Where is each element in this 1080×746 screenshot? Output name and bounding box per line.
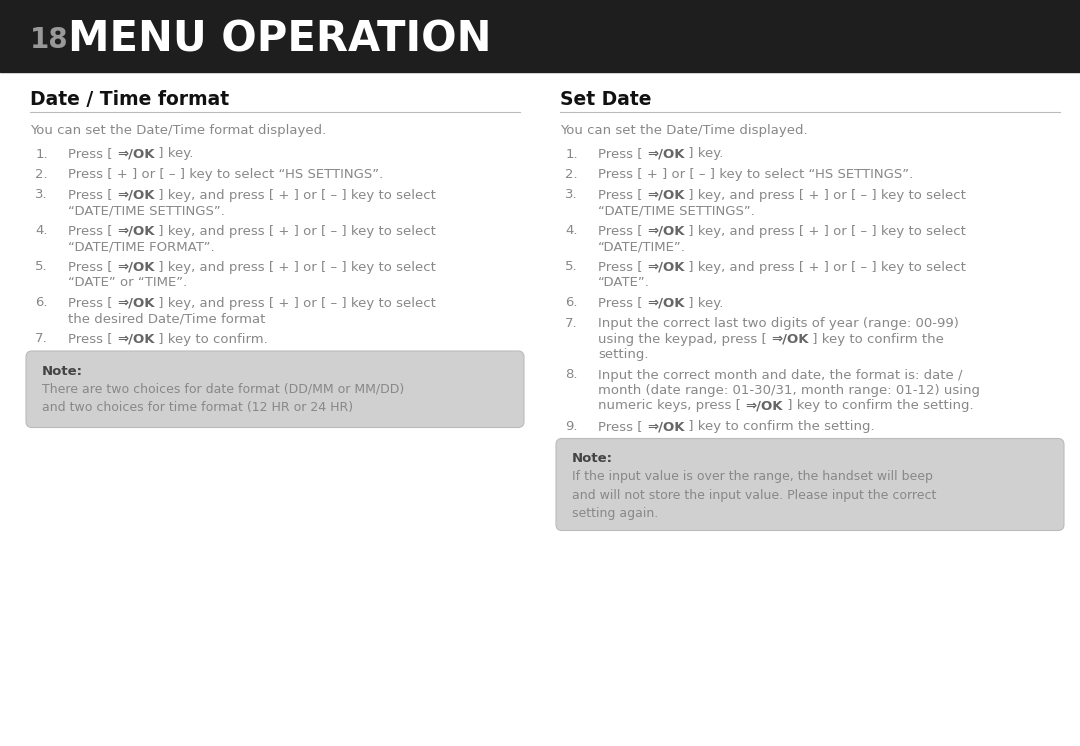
Text: ⇒/OK: ⇒/OK: [745, 400, 783, 413]
Text: ⇒/OK: ⇒/OK: [117, 333, 154, 345]
Text: You can set the Date/Time format displayed.: You can set the Date/Time format display…: [30, 124, 326, 137]
Text: Press [: Press [: [598, 148, 647, 160]
Text: “DATE” or “TIME”.: “DATE” or “TIME”.: [68, 276, 187, 289]
Text: Press [: Press [: [598, 260, 647, 274]
Text: 6.: 6.: [36, 296, 48, 310]
Text: ⇒/OK: ⇒/OK: [647, 260, 685, 274]
Text: 1.: 1.: [565, 148, 578, 160]
Text: month (date range: 01-30/31, month range: 01-12) using: month (date range: 01-30/31, month range…: [598, 384, 980, 397]
Text: Press [: Press [: [598, 420, 647, 433]
Text: Press [: Press [: [68, 225, 117, 237]
Text: 18: 18: [30, 25, 69, 54]
Text: 2.: 2.: [565, 168, 578, 181]
Text: Press [ + ] or [ – ] key to select “HS SETTINGS”.: Press [ + ] or [ – ] key to select “HS S…: [68, 168, 383, 181]
FancyBboxPatch shape: [26, 351, 524, 427]
Text: ] key, and press [ + ] or [ – ] key to select: ] key, and press [ + ] or [ – ] key to s…: [154, 189, 436, 201]
Text: 7.: 7.: [36, 333, 48, 345]
Text: ] key.: ] key.: [685, 296, 724, 310]
Text: Date / Time format: Date / Time format: [30, 90, 229, 109]
Text: MENU OPERATION: MENU OPERATION: [68, 19, 491, 60]
Text: Input the correct last two digits of year (range: 00-99): Input the correct last two digits of yea…: [598, 317, 959, 330]
Text: 3.: 3.: [36, 189, 48, 201]
Text: 1.: 1.: [36, 148, 48, 160]
Text: “DATE/TIME”.: “DATE/TIME”.: [598, 240, 686, 253]
Text: ] key to confirm the setting.: ] key to confirm the setting.: [783, 400, 973, 413]
Text: ⇒/OK: ⇒/OK: [647, 296, 685, 310]
Text: “DATE/TIME SETTINGS”.: “DATE/TIME SETTINGS”.: [598, 204, 755, 217]
Text: ] key.: ] key.: [154, 148, 193, 160]
Text: Press [: Press [: [598, 296, 647, 310]
Text: “DATE/TIME FORMAT”.: “DATE/TIME FORMAT”.: [68, 240, 215, 253]
Text: Press [: Press [: [598, 189, 647, 201]
Text: 5.: 5.: [36, 260, 48, 274]
Text: ⇒/OK: ⇒/OK: [647, 225, 685, 237]
Text: ⇒/OK: ⇒/OK: [117, 296, 154, 310]
Bar: [0, 0, 1080, 72]
Text: 8.: 8.: [566, 369, 578, 381]
Text: using the keypad, press [: using the keypad, press [: [598, 333, 771, 345]
Text: 2.: 2.: [36, 168, 48, 181]
Text: ] key, and press [ + ] or [ – ] key to select: ] key, and press [ + ] or [ – ] key to s…: [154, 296, 436, 310]
Text: ⇒/OK: ⇒/OK: [117, 225, 154, 237]
Text: “DATE”.: “DATE”.: [598, 276, 650, 289]
Text: Press [: Press [: [68, 148, 117, 160]
Text: ⇒/OK: ⇒/OK: [117, 189, 154, 201]
Text: Input the correct month and date, the format is: date /: Input the correct month and date, the fo…: [598, 369, 962, 381]
Text: ] key to confirm the setting.: ] key to confirm the setting.: [685, 420, 875, 433]
Text: 4.: 4.: [566, 225, 578, 237]
Text: setting.: setting.: [598, 348, 648, 361]
Text: ] key, and press [ + ] or [ – ] key to select: ] key, and press [ + ] or [ – ] key to s…: [154, 225, 436, 237]
Text: 9.: 9.: [566, 420, 578, 433]
Text: ⇒/OK: ⇒/OK: [771, 333, 809, 345]
Text: 5.: 5.: [565, 260, 578, 274]
Text: Note:: Note:: [42, 365, 83, 378]
Text: 6.: 6.: [566, 296, 578, 310]
Text: Press [: Press [: [68, 296, 117, 310]
Text: Set Date: Set Date: [561, 90, 651, 109]
Text: 7.: 7.: [565, 317, 578, 330]
Text: ⇒/OK: ⇒/OK: [647, 420, 685, 433]
Text: Press [: Press [: [68, 260, 117, 274]
Text: numeric keys, press [: numeric keys, press [: [598, 400, 745, 413]
Text: ] key, and press [ + ] or [ – ] key to select: ] key, and press [ + ] or [ – ] key to s…: [685, 225, 967, 237]
Text: Press [: Press [: [68, 189, 117, 201]
Text: Press [ + ] or [ – ] key to select “HS SETTINGS”.: Press [ + ] or [ – ] key to select “HS S…: [598, 168, 914, 181]
Text: ] key, and press [ + ] or [ – ] key to select: ] key, and press [ + ] or [ – ] key to s…: [685, 260, 967, 274]
Text: 3.: 3.: [565, 189, 578, 201]
Text: ⇒/OK: ⇒/OK: [117, 260, 154, 274]
Text: the desired Date/Time format: the desired Date/Time format: [68, 312, 266, 325]
Text: ] key.: ] key.: [685, 148, 724, 160]
Text: Note:: Note:: [572, 453, 613, 466]
Text: ⇒/OK: ⇒/OK: [647, 148, 685, 160]
Text: “DATE/TIME SETTINGS”.: “DATE/TIME SETTINGS”.: [68, 204, 225, 217]
Text: 4.: 4.: [36, 225, 48, 237]
Text: ⇒/OK: ⇒/OK: [117, 148, 154, 160]
Text: ] key to confirm the: ] key to confirm the: [809, 333, 944, 345]
Text: There are two choices for date format (DD/MM or MM/DD)
and two choices for time : There are two choices for date format (D…: [42, 383, 404, 414]
FancyBboxPatch shape: [556, 439, 1064, 530]
Text: ] key, and press [ + ] or [ – ] key to select: ] key, and press [ + ] or [ – ] key to s…: [154, 260, 436, 274]
Text: You can set the Date/Time displayed.: You can set the Date/Time displayed.: [561, 124, 808, 137]
Text: Press [: Press [: [68, 333, 117, 345]
Text: Press [: Press [: [598, 225, 647, 237]
Text: ] key, and press [ + ] or [ – ] key to select: ] key, and press [ + ] or [ – ] key to s…: [685, 189, 967, 201]
Text: ] key to confirm.: ] key to confirm.: [154, 333, 268, 345]
Text: If the input value is over the range, the handset will beep
and will not store t: If the input value is over the range, th…: [572, 470, 936, 520]
Text: ⇒/OK: ⇒/OK: [647, 189, 685, 201]
